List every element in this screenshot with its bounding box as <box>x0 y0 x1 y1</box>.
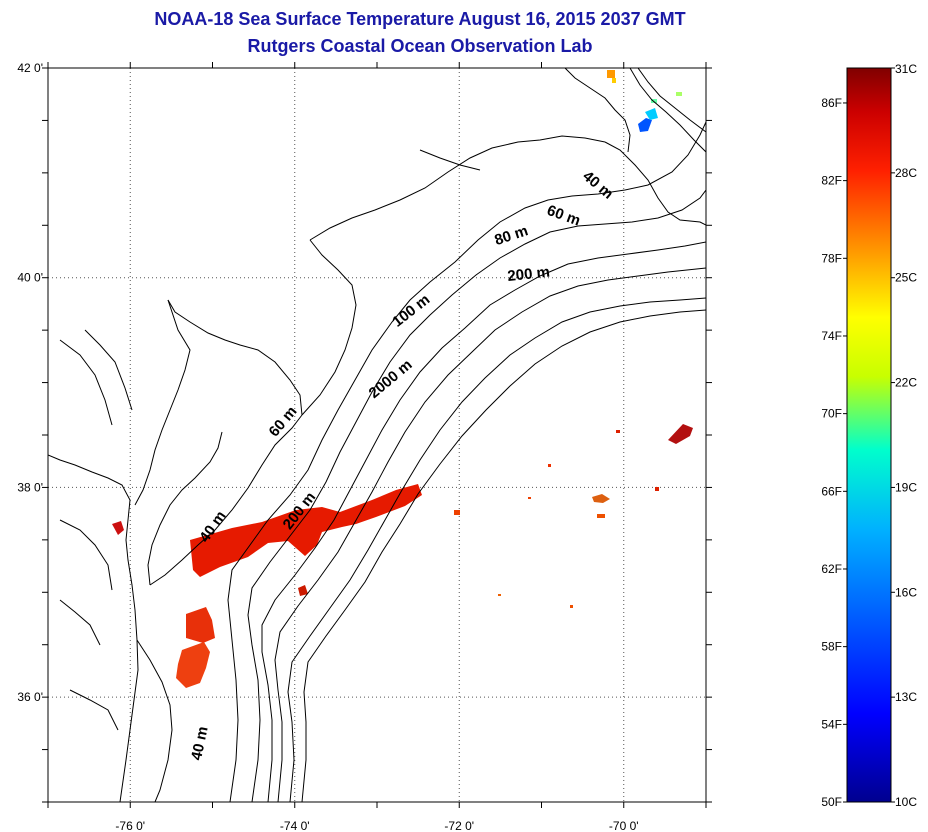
sst-speck <box>655 487 659 491</box>
contour-40m <box>227 121 706 802</box>
contour-60m <box>247 189 706 802</box>
lat-tick-label: 36 0' <box>17 690 43 704</box>
contour-north <box>637 68 706 133</box>
coastline-main <box>48 454 139 802</box>
lat-tick-label: 40 0' <box>17 271 43 285</box>
coastline <box>48 68 706 802</box>
axis-ticks <box>42 62 712 808</box>
coastline-delmarva-west <box>147 431 223 586</box>
sst-patch-offshore-2 <box>112 521 124 535</box>
coastline-new-jersey <box>301 239 357 416</box>
colorbar <box>846 67 892 803</box>
sst-speck-north <box>651 99 657 103</box>
sst-patches <box>112 70 693 688</box>
lat-tick-label: 38 0' <box>17 480 43 494</box>
colorbar-label-fahrenheit: 74F <box>821 329 842 343</box>
lon-tick-label: -70 0' <box>609 819 639 832</box>
contour-label: 40 m <box>188 725 212 762</box>
colorbar-label-fahrenheit: 82F <box>821 174 842 188</box>
colorbar-label-fahrenheit: 78F <box>821 251 842 265</box>
coastline-delaware-bay <box>167 299 303 416</box>
contour-label: 2000 m <box>366 356 416 402</box>
contour-label: 60 m <box>545 202 583 230</box>
lon-tick-label: -76 0' <box>115 819 145 832</box>
sst-patch-south-a <box>186 607 215 643</box>
colorbar-label-celsius: 28C <box>895 166 917 180</box>
colorbar-label-fahrenheit: 58F <box>821 640 842 654</box>
contour-label: 200 m <box>507 264 551 285</box>
colorbar-label-fahrenheit: 62F <box>821 562 842 576</box>
axis-labels: -76 0' -74 0' -72 0' -70 0' 36 0' 38 0' 40 0' 4… <box>17 61 638 832</box>
map-subtitle: Rutgers Coastal Ocean Observation Lab <box>247 36 593 56</box>
sst-patch-offshore-1 <box>592 494 610 503</box>
map-content <box>48 68 706 802</box>
sst-patch-cool <box>645 108 658 120</box>
lon-tick-label: -72 0' <box>444 819 474 832</box>
colorbar-ticks <box>843 67 895 803</box>
sst-speck <box>454 510 460 515</box>
colorbar-label-celsius: 25C <box>895 271 917 285</box>
colorbar-labels: 31C 28C 25C 22C 19C 16C 13C 10C 86F 82F 78F 74F 70F 6… <box>821 62 917 809</box>
colorbar-label-celsius: 13C <box>895 690 917 704</box>
contour-label: 60 m <box>266 403 301 440</box>
contour-label: 100 m <box>389 291 433 331</box>
sst-speck-north <box>676 92 682 96</box>
coastline-inlet <box>59 519 113 591</box>
colorbar-label-celsius: 16C <box>895 585 917 599</box>
coastline-inlet <box>419 149 481 171</box>
colorbar-label-celsius: 19C <box>895 480 917 494</box>
sst-speck-north <box>607 70 615 78</box>
coastline-cape-cod <box>564 68 631 153</box>
contour-2000m <box>301 309 706 802</box>
sst-patch-south-b <box>176 642 210 688</box>
coastline-outer-banks <box>136 639 173 802</box>
colorbar-label-fahrenheit: 66F <box>821 484 842 498</box>
gridlines <box>48 67 706 802</box>
sst-speck <box>597 514 605 518</box>
sst-speck-north <box>612 78 616 83</box>
coastline-new-england <box>604 141 706 226</box>
sst-speck <box>570 605 573 608</box>
sst-speck <box>498 594 501 596</box>
coastline-inlet <box>59 339 113 426</box>
coastline-delmarva-east <box>149 414 303 586</box>
sst-patch-main <box>190 484 422 577</box>
sst-patch-east <box>668 424 693 444</box>
bathymetry-contours <box>227 68 706 802</box>
sst-speck <box>616 430 620 433</box>
coastline-long-island <box>309 135 606 241</box>
contour-label: 40 m <box>579 168 616 203</box>
sst-speck <box>548 464 551 467</box>
sst-patch-cold <box>638 118 652 132</box>
colorbar-label-fahrenheit: 70F <box>821 407 842 421</box>
map-title: NOAA-18 Sea Surface Temperature August 1… <box>154 9 686 29</box>
plot-frame <box>47 67 707 803</box>
colorbar-label-fahrenheit: 54F <box>821 717 842 731</box>
coastline-inlet <box>59 599 101 646</box>
contour-north <box>629 68 706 153</box>
lat-tick-label: 42 0' <box>17 61 43 75</box>
sst-patch-offshore-3 <box>298 585 308 596</box>
contour-label: 80 m <box>492 222 530 249</box>
lon-tick-label: -74 0' <box>280 819 310 832</box>
colorbar-label-celsius: 22C <box>895 376 917 390</box>
contour-100m <box>274 267 706 802</box>
sst-speck <box>528 497 531 499</box>
contour-80m <box>261 241 706 802</box>
coastline-inlet <box>84 329 133 411</box>
colorbar-label-celsius: 31C <box>895 62 917 76</box>
colorbar-label-celsius: 10C <box>895 795 917 809</box>
coastline-inlet <box>69 689 119 731</box>
contour-200m <box>287 297 706 802</box>
colorbar-label-fahrenheit: 50F <box>821 795 842 809</box>
coastline-chesapeake <box>134 299 191 506</box>
colorbar-label-fahrenheit: 86F <box>821 96 842 110</box>
